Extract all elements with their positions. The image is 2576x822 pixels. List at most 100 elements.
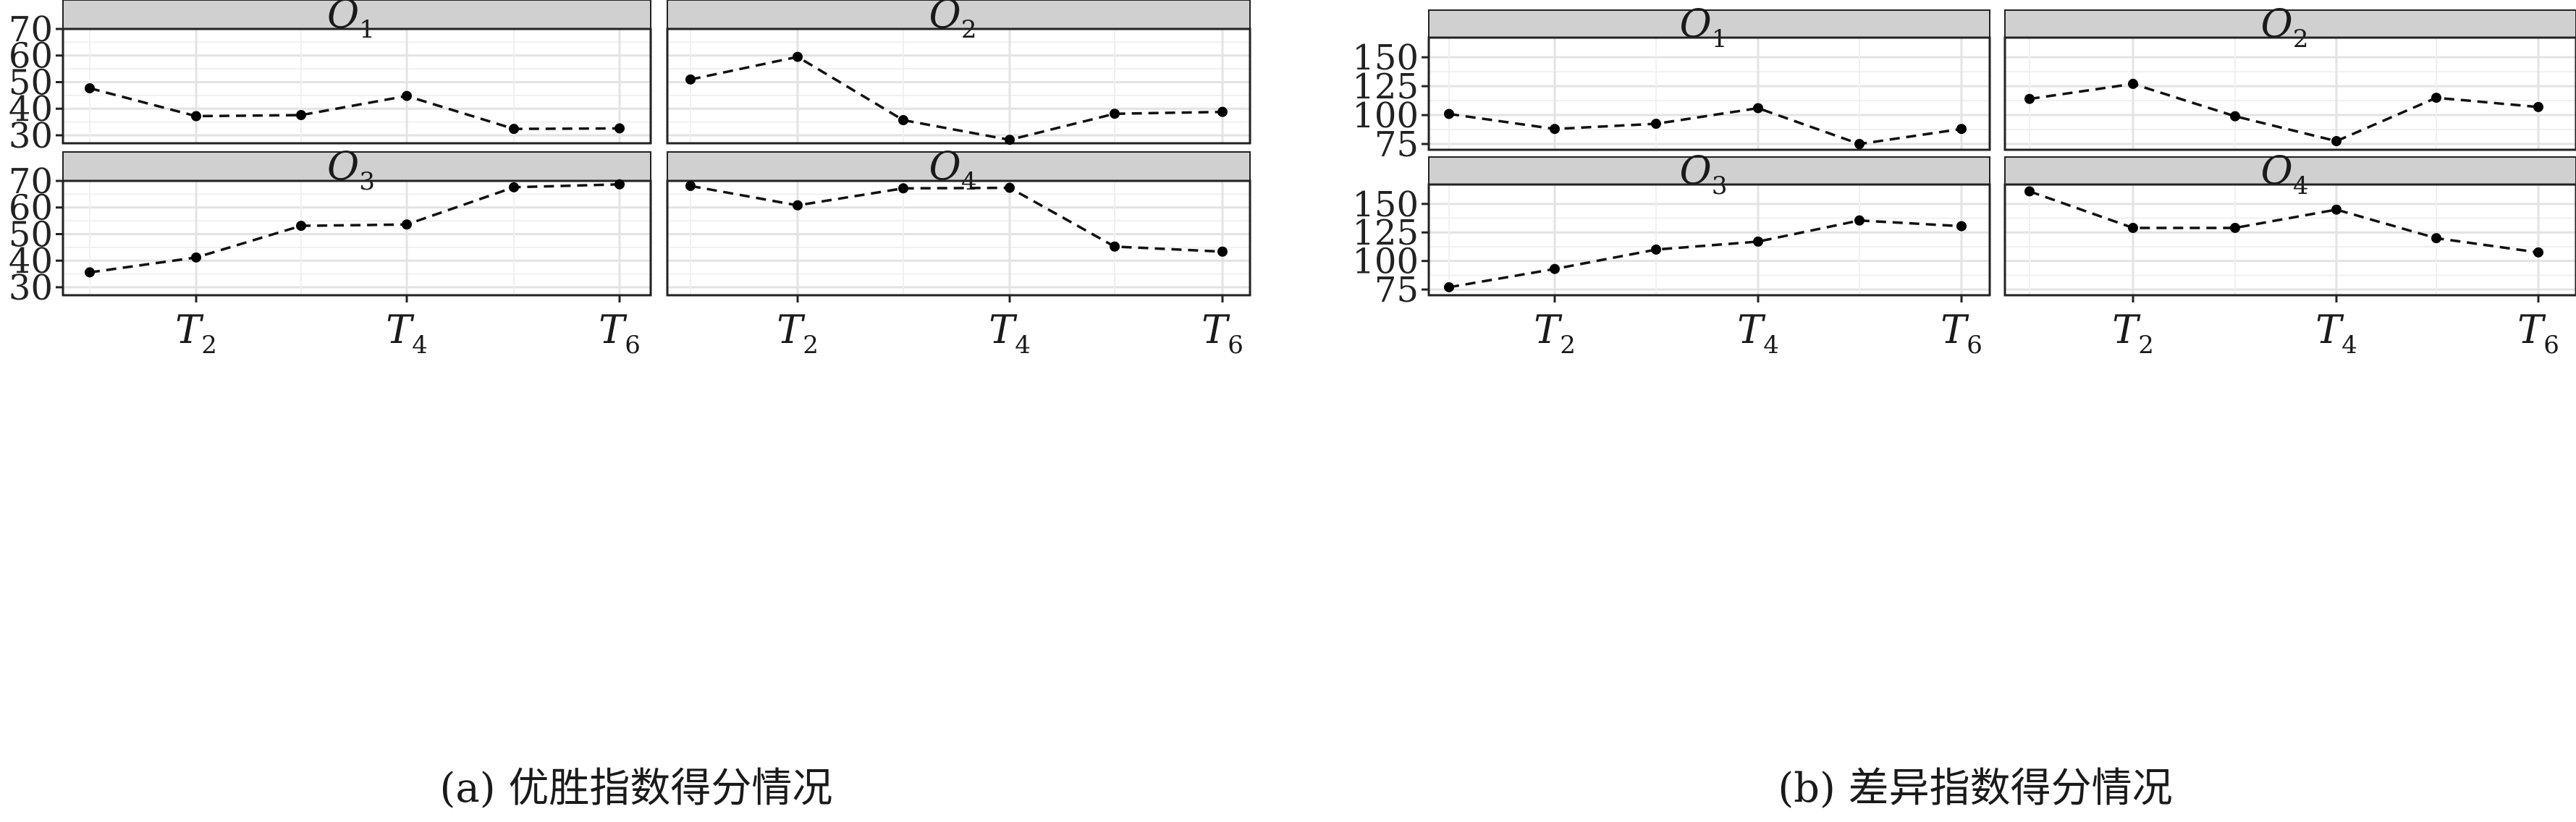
- data-point-T4: [2331, 204, 2341, 215]
- panel-strip-label: O1: [1680, 1, 1728, 54]
- data-point-T4: [402, 90, 412, 101]
- panel-strip: [1428, 156, 1990, 185]
- y-tick-label: 100: [1352, 96, 1419, 136]
- data-point-T1: [685, 74, 696, 85]
- panel-bg: [63, 29, 651, 143]
- data-point-T4: [1753, 236, 1763, 247]
- series-line: [1448, 219, 1962, 289]
- panel-strip-label-base: O: [1680, 148, 1712, 193]
- data-point-T6: [615, 123, 625, 134]
- y-tick-label: 40: [9, 241, 53, 281]
- data-point-T3: [1651, 119, 1661, 130]
- x-tick-label: T4: [2315, 307, 2357, 360]
- caption-b: (b) 差异指数得分情况: [1778, 765, 2172, 812]
- y-tick-label: 40: [9, 89, 53, 130]
- data-point-T6: [1956, 124, 1967, 135]
- panel-bg: [2005, 38, 2576, 150]
- data-point-T5: [1854, 215, 1865, 226]
- x-tick-label: T4: [386, 307, 428, 360]
- data-point-T5: [509, 182, 519, 192]
- panel-bg: [667, 181, 1250, 295]
- panel-bg: [63, 181, 651, 295]
- x-tick-label-sub: 4: [2341, 331, 2357, 360]
- caption-a: (a) 优胜指数得分情况: [440, 765, 833, 812]
- panel-strip-label-base: O: [2261, 1, 2293, 46]
- x-tick-label-sub: 2: [803, 331, 819, 360]
- x-tick-label-base: T: [2315, 307, 2344, 352]
- x-tick-label-sub: 4: [1015, 331, 1031, 360]
- x-tick-label: T2: [777, 307, 819, 360]
- data-point-T1: [85, 267, 95, 278]
- x-tick-label: T4: [1737, 307, 1779, 360]
- panel-border: [1427, 183, 1991, 297]
- data-point-T3: [1651, 244, 1661, 255]
- x-tick-label-sub: 6: [1967, 331, 1982, 360]
- panel-border: [666, 27, 1251, 145]
- data-point-T2: [793, 200, 803, 211]
- panel-strip-label: O3: [1680, 148, 1728, 200]
- data-point-T2: [191, 111, 201, 122]
- panel-strip-label-base: O: [1680, 1, 1712, 46]
- y-tick-label: 150: [1352, 185, 1419, 225]
- panel-strip: [2004, 156, 2576, 185]
- panel-border: [666, 179, 1251, 297]
- panel-strip-label: O1: [327, 0, 375, 44]
- panel-strip-label-base: O: [2261, 148, 2293, 193]
- data-point-T5: [1854, 139, 1865, 150]
- panel-strip: [1428, 9, 1990, 38]
- panel-bg: [1429, 185, 1990, 295]
- y-tick-label: 50: [9, 214, 53, 255]
- y-tick-label: 70: [9, 9, 53, 50]
- panel-strip-label: O2: [2261, 1, 2309, 54]
- panel-strip-label: O4: [2261, 148, 2309, 200]
- panel-strip-label: O3: [327, 143, 375, 196]
- data-point-T2: [1550, 124, 1560, 135]
- x-tick-label-base: T: [1737, 307, 1766, 352]
- y-tick-label: 75: [1374, 270, 1419, 310]
- data-point-T3: [898, 115, 908, 126]
- data-point-T1: [2024, 93, 2035, 104]
- data-point-T3: [296, 221, 306, 232]
- x-tick-label: T6: [2517, 307, 2559, 360]
- x-tick-label-base: T: [386, 307, 415, 352]
- data-point-T4: [402, 219, 412, 230]
- data-point-T6: [2533, 101, 2543, 112]
- data-point-T3: [296, 110, 306, 121]
- x-tick-label-sub: 4: [1763, 331, 1779, 360]
- x-tick-label-sub: 6: [1228, 331, 1243, 360]
- y-tick-label: 100: [1352, 242, 1419, 282]
- data-point-T5: [2431, 233, 2441, 244]
- data-point-T1: [1444, 109, 1454, 119]
- data-point-T4: [2331, 136, 2341, 147]
- x-tick-label-sub: 4: [412, 331, 428, 360]
- series-line: [89, 183, 620, 274]
- data-point-T2: [191, 252, 201, 263]
- y-tick-label: 125: [1352, 213, 1419, 253]
- x-tick-label-base: T: [1202, 307, 1230, 352]
- data-point-T1: [85, 82, 95, 93]
- data-point-T1: [2024, 186, 2035, 197]
- panel-0-1: O2: [666, 0, 1251, 145]
- y-tick-label: 60: [9, 36, 53, 77]
- x-tick-label-sub: 6: [2543, 331, 2559, 360]
- x-tick-label: T6: [1941, 307, 1982, 360]
- data-point-T3: [898, 183, 908, 194]
- panel-border: [1427, 36, 1991, 151]
- x-tick-label-base: T: [989, 307, 1018, 352]
- x-tick-label: T2: [1534, 307, 1576, 360]
- panel-border: [62, 179, 652, 297]
- panel-strip-label-base: O: [327, 0, 359, 37]
- data-point-T4: [1005, 135, 1015, 145]
- panel-strip-label-base: O: [929, 0, 961, 37]
- x-tick-label: T4: [989, 307, 1031, 360]
- data-point-T4: [1005, 182, 1015, 193]
- data-point-T6: [1217, 246, 1228, 257]
- data-point-T6: [615, 179, 625, 190]
